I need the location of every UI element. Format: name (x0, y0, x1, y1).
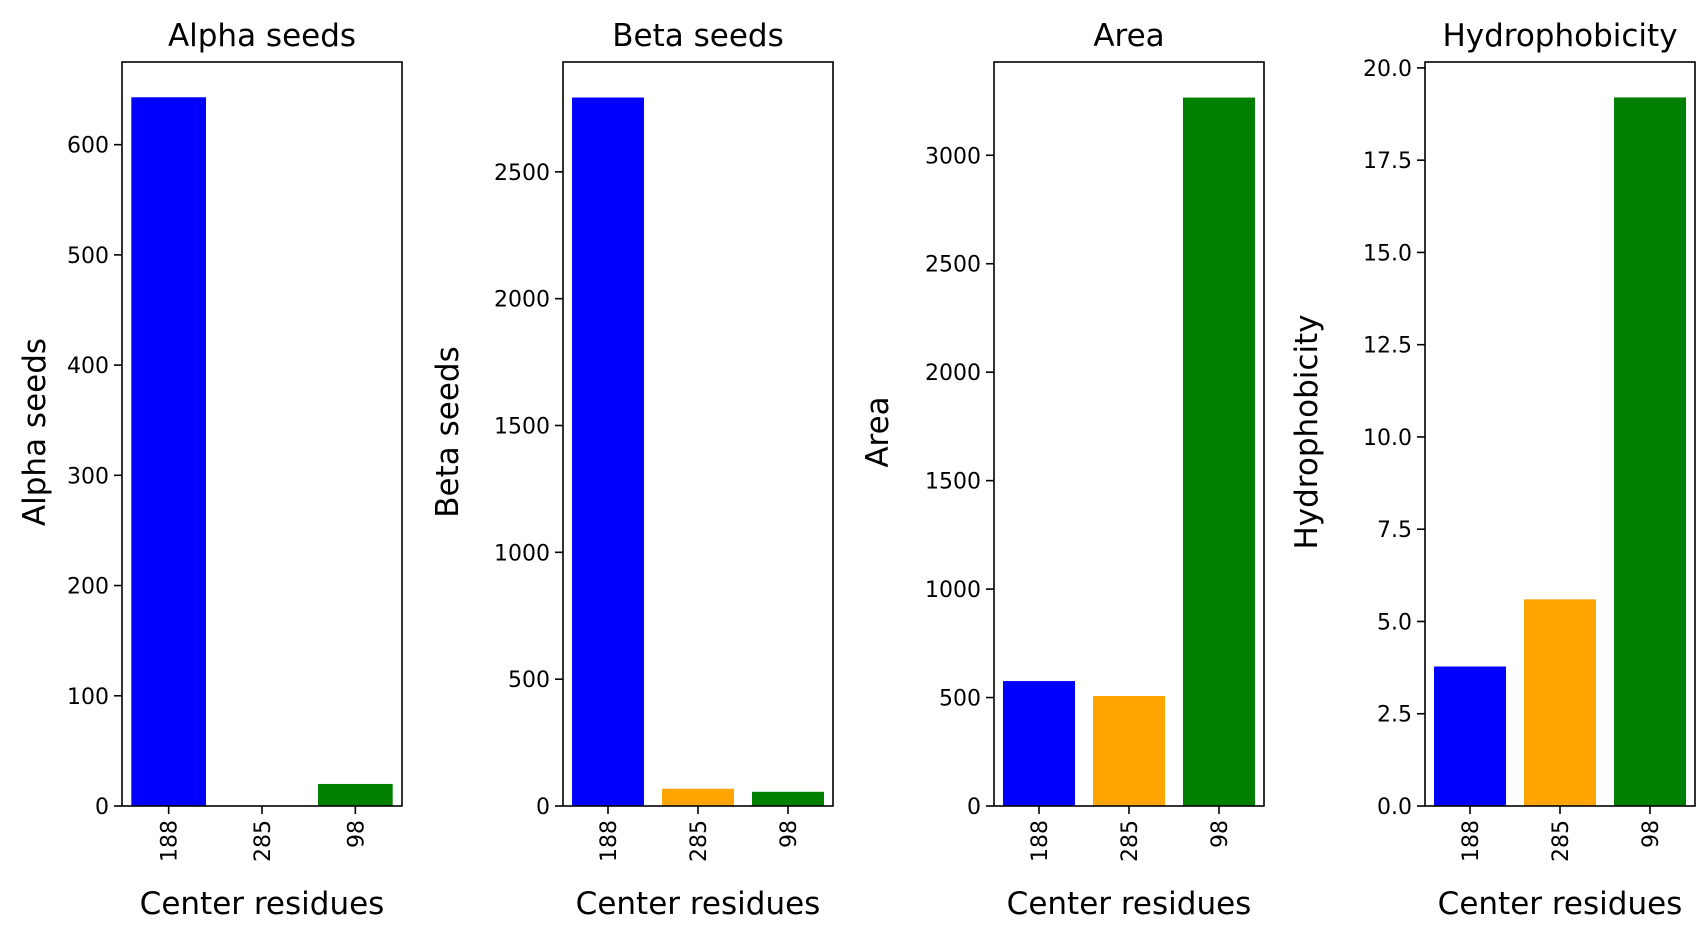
y-tick-label: 7.5 (1377, 518, 1412, 543)
bar-285 (1524, 599, 1596, 806)
chart-title: Beta seeds (612, 18, 783, 54)
x-tick-label: 98 (344, 820, 369, 848)
chart-panel-4: 0.0 2.5 5.0 7.5 10.0 12.5 15.0 17.5 20.0 188 285 98… (1289, 18, 1696, 922)
y-tick-label: 5.0 (1377, 610, 1412, 635)
bar-285 (662, 788, 734, 806)
x-tick-label: 98 (1639, 820, 1664, 848)
y-tick-label: 0 (536, 795, 550, 820)
y-tick-label: 17.5 (1363, 149, 1412, 174)
y-tick-label: 10.0 (1363, 426, 1412, 451)
y-tick-label: 1500 (925, 470, 981, 495)
x-axis-label: Center residues (140, 886, 385, 922)
y-tick-label: 2.5 (1377, 703, 1412, 728)
x-tick-label: 98 (1208, 820, 1233, 848)
x-tick-label: 98 (777, 820, 802, 848)
y-axis-label: Area (860, 396, 896, 467)
x-tick-label: 285 (251, 820, 276, 862)
y-axis-label: Alpha seeds (17, 338, 53, 526)
chart-panel-2: 0 500 1000 1500 2000 2500 188 285 98 Beta seeds Ce… (430, 18, 834, 922)
bar-98 (1614, 97, 1686, 807)
y-axis-label: Hydrophobicity (1289, 314, 1325, 549)
x-tick-label: 285 (1549, 820, 1574, 862)
y-tick-label: 2000 (494, 288, 550, 313)
x-tick-label: 188 (597, 820, 622, 862)
chart-title: Alpha seeds (168, 18, 356, 54)
bar-98 (318, 783, 393, 806)
y-tick-label: 300 (67, 464, 109, 489)
x-tick-label: 285 (687, 820, 712, 862)
y-tick-label: 1500 (494, 415, 550, 440)
chart-panel-3: 0 500 1000 1500 2000 2500 3000 188 285 98 Area Cent… (860, 18, 1265, 922)
y-tick-label: 600 (67, 134, 109, 159)
y-tick-label: 100 (67, 685, 109, 710)
y-tick-label: 500 (939, 687, 981, 712)
x-tick-label: 188 (1028, 820, 1053, 862)
bar-98 (752, 791, 824, 806)
bar-188 (1434, 666, 1506, 806)
x-axis-label: Center residues (576, 886, 821, 922)
x-tick-label: 188 (158, 820, 183, 862)
bar-188 (131, 97, 206, 806)
y-axis-label: Beta seeds (430, 346, 466, 517)
x-axis-label: Center residues (1438, 886, 1683, 922)
y-tick-label: 1000 (494, 541, 550, 566)
y-tick-label: 200 (67, 575, 109, 600)
chart-title: Area (1093, 18, 1164, 54)
bar-188 (572, 97, 644, 806)
bar-188 (1003, 681, 1075, 806)
y-tick-label: 2000 (925, 361, 981, 386)
chart-title: Hydrophobicity (1442, 18, 1677, 54)
y-tick-label: 2500 (494, 161, 550, 186)
y-tick-label: 0 (967, 795, 981, 820)
y-tick-label: 1000 (925, 578, 981, 603)
x-axis-label: Center residues (1007, 886, 1252, 922)
y-tick-label: 500 (67, 244, 109, 269)
y-tick-label: 0 (95, 795, 109, 820)
y-tick-label: 400 (67, 354, 109, 379)
y-tick-label: 15.0 (1363, 241, 1412, 266)
y-tick-label: 3000 (925, 144, 981, 169)
x-tick-label: 188 (1459, 820, 1484, 862)
bar-285 (1093, 696, 1165, 806)
y-tick-label: 2500 (925, 253, 981, 278)
y-tick-label: 20.0 (1363, 57, 1412, 82)
y-tick-label: 0.0 (1377, 795, 1412, 820)
chart-panel-1: 0 100 200 300 400 500 600 188 285 98 Alpha seeds Ce… (17, 18, 403, 922)
y-tick-label: 500 (508, 668, 550, 693)
x-tick-label: 285 (1118, 820, 1143, 862)
bar-98 (1183, 97, 1255, 806)
y-tick-label: 12.5 (1363, 334, 1412, 359)
